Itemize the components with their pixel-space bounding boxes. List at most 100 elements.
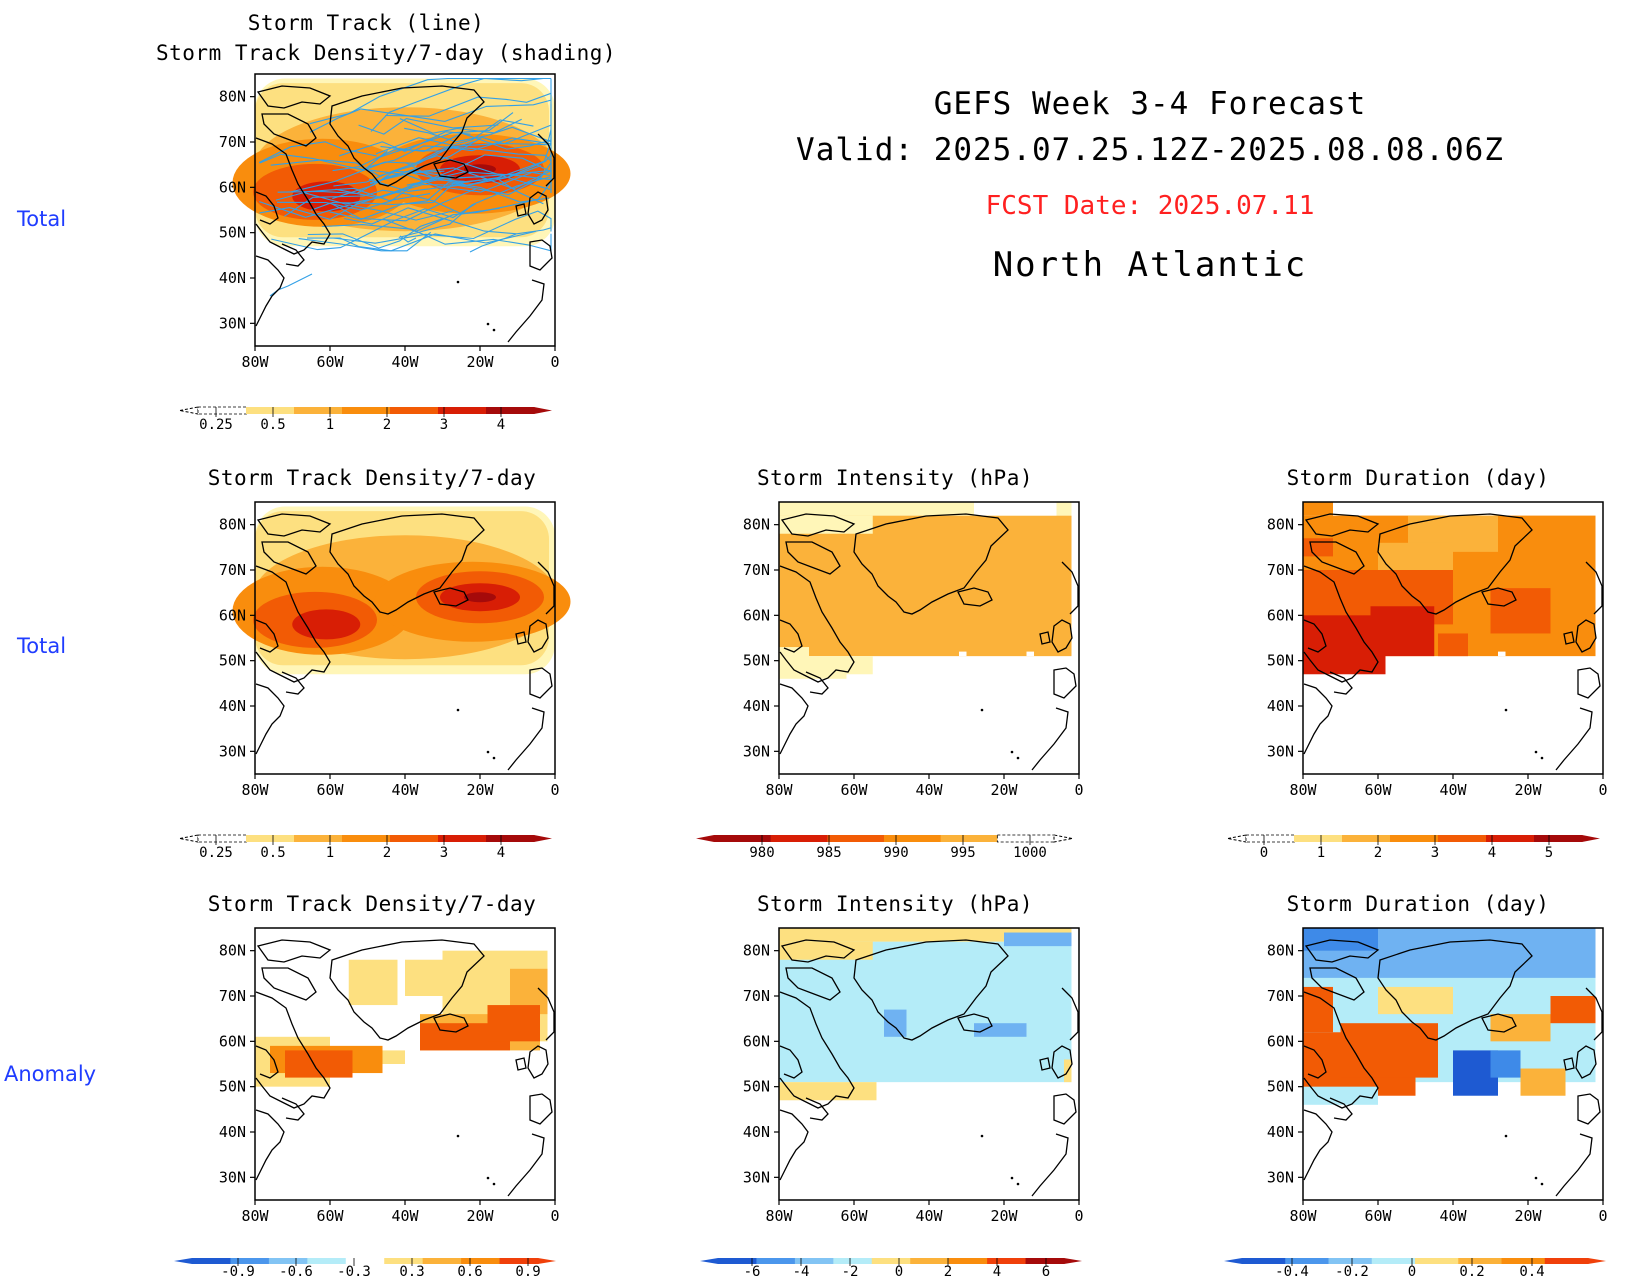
lat-label: 40N (1267, 1123, 1294, 1141)
colorbar-label: 0.5 (260, 417, 285, 433)
lat-label: 70N (743, 561, 770, 579)
island-mark (492, 1182, 496, 1186)
lat-label: 60N (743, 1032, 770, 1050)
lon-label: 80W (241, 353, 269, 371)
lon-label: 40W (1439, 1207, 1467, 1225)
storm-track (469, 233, 517, 253)
intensity-cell (959, 651, 967, 657)
lon-label: 20W (1514, 781, 1542, 799)
storm-track (385, 78, 552, 117)
colorbar-label: 2 (383, 417, 391, 433)
storm-track (298, 231, 432, 252)
colorbar-label: 2 (944, 1264, 952, 1276)
coastline-segment (1061, 987, 1079, 1041)
duration-cells (1303, 502, 1596, 675)
map-duration-anomaly: 80N 70N 60N 50N 40N 30N 80W 60W 40W 20W 0 (1267, 927, 1608, 1225)
duration-cell (1303, 538, 1333, 557)
colorbar-swatch (230, 1258, 270, 1264)
colorbar-label: 3 (1431, 845, 1439, 861)
colorbar-label: -4 (793, 1264, 810, 1276)
coastline-segment (1051, 1045, 1073, 1079)
coastline-segment (1039, 1057, 1051, 1071)
colorbar-swatch (1501, 1258, 1546, 1264)
duration-anomaly-cell (1303, 928, 1378, 951)
colorbar-swatch (342, 407, 391, 414)
storm-track (399, 118, 522, 134)
colorbar-swatch (987, 1258, 1027, 1264)
coastline-segment (281, 671, 305, 695)
storm-track (271, 203, 476, 251)
lat-label: 50N (743, 1078, 770, 1096)
colorbar-swatch (197, 406, 247, 415)
colorbar-label: -2 (842, 1264, 859, 1276)
storm-track (370, 77, 551, 132)
panel2-title: Storm Track Density/7-day (207, 466, 537, 490)
map-track-density-with-tracks: 80N 70N 60N 50N 40N 30N 80W 60W 40W 20W 0 (219, 73, 571, 371)
coastline-segment (1303, 619, 1327, 653)
colorbar-label: 1 (326, 417, 334, 433)
storm-track (270, 136, 552, 177)
lat-label: 70N (743, 987, 770, 1005)
lon-label: 20W (990, 781, 1018, 799)
lat-label: 40N (219, 1123, 246, 1141)
storm-track (375, 119, 534, 155)
colorbar-swatch (1534, 835, 1583, 842)
colorbar-swatch (422, 1258, 462, 1264)
intensity-cell (846, 656, 873, 675)
intensity-anomaly-cell (779, 941, 873, 960)
colorbar-label: 0.3 (399, 1264, 424, 1276)
colorbar-swatch (1438, 835, 1487, 842)
colorbar-label: 4 (993, 1264, 1001, 1276)
coastline-segment (779, 565, 855, 683)
colorbar-arrow-right (538, 1258, 556, 1264)
island-mark (456, 1134, 460, 1138)
coastline-segment (1481, 587, 1517, 607)
lon-label: 80W (1289, 781, 1317, 799)
coastline-segment (1303, 1109, 1333, 1181)
colorbar-label: 0.4 (1519, 1264, 1544, 1276)
storm-track (259, 201, 454, 221)
lat-label: 30N (219, 1168, 246, 1186)
colorbar-swatch (1371, 1258, 1416, 1264)
lat-label: 40N (1267, 697, 1294, 715)
coastline-segment (256, 939, 332, 963)
colorbar-swatch (1342, 835, 1391, 842)
density-anomaly-cells (255, 950, 548, 1087)
colorbar-swatch (1486, 835, 1535, 842)
colorbar-label: 985 (816, 845, 841, 861)
colorbar-swatch (342, 835, 391, 842)
coastline-segment (785, 967, 841, 1001)
lon-label: 0 (550, 1207, 559, 1225)
storm-track (306, 230, 536, 252)
coastline-segment (957, 1013, 993, 1033)
lat-label: 40N (219, 269, 246, 287)
forecast-date: FCST Date: 2025.07.11 (985, 191, 1315, 221)
intensity-cell (779, 515, 1072, 657)
colorbar-swatch (1025, 1258, 1065, 1264)
colorbar-label: 0.2 (1459, 1264, 1484, 1276)
colorbar-duration: 0 1 2 3 4 5 (1227, 834, 1600, 861)
lon-label: 80W (765, 781, 793, 799)
map-intensity-anomaly: 80N 70N 60N 50N 40N 30N 80W 60W 40W 20W 0 (743, 927, 1084, 1225)
coastline-segment (1575, 1045, 1597, 1079)
lat-label: 70N (219, 561, 246, 579)
coastline-segment (261, 113, 317, 147)
colorbar-swatch (486, 835, 535, 842)
intensity-cells (779, 502, 1072, 679)
lat-label: 60N (1267, 606, 1294, 624)
lat-label: 70N (219, 133, 246, 151)
panel3-title: Storm Intensity (hPa) (756, 466, 1033, 490)
coastline-segment (527, 619, 549, 653)
colorbar-swatch (1458, 1258, 1502, 1264)
duration-anomaly-cell (1378, 986, 1453, 1015)
coastline-segment (1031, 707, 1069, 771)
lat-label: 80N (219, 516, 246, 534)
coastline-segment (329, 939, 485, 1041)
island-mark (1016, 756, 1020, 760)
lon-label: 0 (550, 781, 559, 799)
coastline-segment (537, 987, 555, 1041)
valid-period: Valid: 2025.07.25.12Z-2025.08.08.06Z (796, 132, 1504, 168)
lat-label: 50N (1267, 652, 1294, 670)
coastline-segment (515, 631, 527, 645)
storm-track (309, 77, 551, 125)
